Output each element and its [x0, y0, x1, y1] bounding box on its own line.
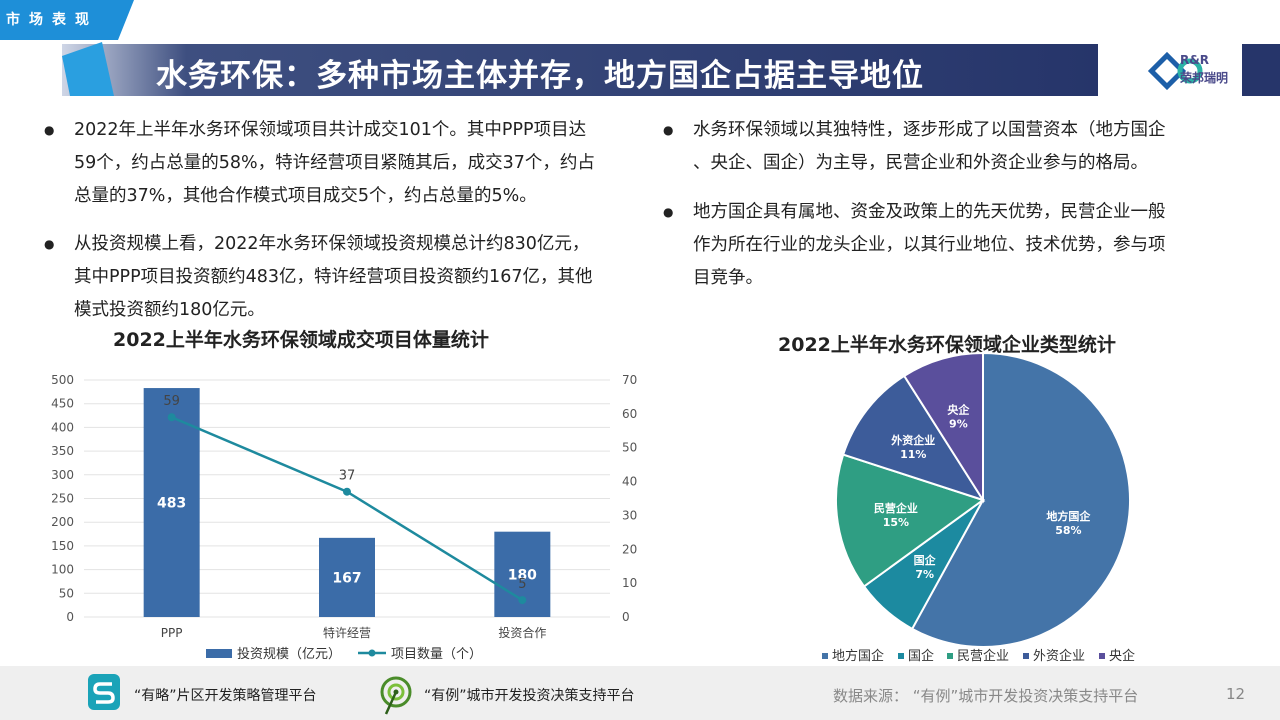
bullet-line: 作为所在行业的龙头企业，以其行业地位、技术优势，参与项	[693, 235, 1166, 255]
y-right-tick-label: 50	[622, 441, 637, 455]
section-tag-shape	[0, 0, 134, 40]
title-bar-end	[1242, 44, 1280, 96]
youli-platform-icon	[380, 676, 412, 715]
y-left-tick-label: 0	[66, 610, 74, 624]
bullet-line: 从投资规模上看，2022年水务环保领域投资规模总计约830亿元，	[74, 234, 590, 254]
pie-slice-label: 地方国企	[1046, 509, 1091, 523]
legend-label: 国企	[908, 648, 934, 664]
bullet-line: 2022年上半年水务环保领域项目共计成交101个。其中PPP项目达	[74, 120, 587, 140]
legend-swatch-bar	[206, 649, 232, 658]
pie-slice-label: 民营企业	[874, 501, 918, 515]
legend-swatch-point	[368, 649, 376, 657]
right-bullet-1: ● 水务环保领域以其独特性，逐步形成了以国营资本（地方国企 、央企、国企）为主导…	[663, 114, 1233, 180]
line-point	[343, 487, 351, 496]
y-left-tick-label: 500	[51, 373, 74, 387]
section-tag: 市场表现	[6, 12, 98, 28]
bullet-line: 水务环保领域以其独特性，逐步形成了以国营资本（地方国企	[693, 120, 1166, 140]
legend-swatch	[898, 653, 904, 659]
legend-swatch	[822, 653, 828, 659]
bullet-dot-icon: ●	[44, 237, 55, 251]
bullet-dot-icon: ●	[663, 205, 674, 219]
pie-slice-percent: 58%	[1055, 524, 1081, 537]
bullet-line: 模式投资额约180亿元。	[74, 300, 265, 320]
legend-swatch	[947, 653, 953, 659]
combo-chart: 0 50 100 150 200 250 300 350 400 450 500 0 10 20 30 40 5…	[51, 373, 637, 662]
bullet-line: 其中PPP项目投资额约483亿，特许经营项目投资额约167亿，其他	[74, 267, 593, 287]
title-bar-accent	[62, 42, 114, 96]
line-point	[167, 413, 176, 422]
x-tick-label: 投资合作	[498, 625, 546, 640]
y-right-tick-label: 70	[622, 373, 637, 387]
bullet-dot-icon: ●	[663, 123, 674, 137]
bullet-line: 目竞争。	[693, 268, 763, 288]
legend-swatch	[1023, 653, 1029, 659]
footer-platform-1[interactable]: “有略”片区开发策略管理平台	[134, 688, 317, 704]
legend-label: 项目数量（个）	[391, 647, 482, 662]
y-left-tick-label: 400	[51, 420, 74, 434]
title-bar	[62, 44, 1098, 96]
x-tick-label: 特许经营	[323, 625, 371, 640]
bar-chart-title: 2022上半年水务环保领域成交项目体量统计	[113, 329, 489, 351]
y-left-tick-label: 300	[51, 468, 74, 482]
pie-chart-title: 2022上半年水务环保领域企业类型统计	[778, 334, 1116, 356]
left-bullet-2: ● 从投资规模上看，2022年水务环保领域投资规模总计约830亿元， 其中PPP…	[44, 228, 644, 327]
pie-slice	[835, 453, 986, 588]
y-left-tick-label: 350	[51, 444, 74, 458]
pie-chart: 地方国企58%国企7%民营企业15%外资企业11%央企9%地方国企 国企 民营企业外…	[822, 351, 1135, 664]
legend-label: 投资规模（亿元）	[237, 646, 341, 662]
legend-label: 外资企业	[1033, 648, 1085, 664]
bullet-line: 总量的37%，其他合作模式项目成交5个，约占总量的5%。	[74, 186, 537, 206]
pie-slice	[841, 374, 986, 502]
footer-platform-2[interactable]: “有例”城市开发投资决策支持平台	[424, 688, 635, 704]
data-source: 数据来源： “有例”城市开发投资决策支持平台	[833, 687, 1139, 705]
y-right-tick-label: 30	[622, 508, 637, 522]
bar-data-label: 167	[332, 570, 361, 586]
pie-slice-percent: 11%	[900, 448, 926, 461]
y-left-tick-label: 50	[59, 586, 74, 600]
legend-swatch	[1099, 653, 1105, 659]
logo-text-cn: 荣邦瑞明	[1180, 71, 1229, 85]
y-left-tick-label: 100	[51, 563, 74, 577]
pie-slice-label: 央企	[947, 402, 970, 416]
pie-slice-percent: 7%	[915, 568, 934, 581]
line-data-label: 59	[163, 394, 180, 409]
right-bullet-2: ● 地方国企具有属地、资金及政策上的先天优势，民营企业一般 作为所在行业的龙头企…	[663, 196, 1233, 295]
pie-slice	[910, 351, 1131, 648]
bullet-line: 地方国企具有属地、资金及政策上的先天优势，民营企业一般	[693, 202, 1166, 222]
x-tick-label: PPP	[161, 626, 183, 640]
bullet-line: 59个，约占总量的58%，特许经营项目紧随其后，成交37个，约占	[74, 153, 595, 173]
youlue-platform-icon	[88, 674, 120, 710]
page-number: 12	[1226, 685, 1246, 703]
line-data-label: 37	[339, 469, 356, 484]
bullet-dot-icon: ●	[44, 123, 55, 137]
legend-label: 央企	[1109, 648, 1135, 664]
y-left-tick-label: 200	[51, 515, 74, 529]
line-point	[518, 596, 527, 605]
pie-slice	[902, 351, 984, 504]
bar-data-label: 483	[157, 496, 186, 512]
company-logo-icon	[1147, 51, 1203, 90]
pie-slice-label: 国企	[914, 553, 937, 567]
legend-label: 地方国企	[832, 648, 884, 664]
bullet-line: 、央企、国企）为主导，民营企业和外资企业参与的格局。	[693, 153, 1148, 173]
left-bullet-1: ● 2022年上半年水务环保领域项目共计成交101个。其中PPP项目达 59个，…	[44, 114, 644, 213]
y-right-tick-label: 10	[622, 576, 637, 590]
page-title: 水务环保：多种市场主体并存，地方国企占据主导地位	[156, 58, 924, 94]
bar	[319, 537, 375, 617]
y-left-tick-label: 250	[51, 492, 74, 506]
pie-slice-label: 外资企业	[890, 433, 935, 447]
y-left-tick-label: 150	[51, 539, 74, 553]
pie-slice-percent: 9%	[949, 417, 968, 430]
y-right-tick-label: 60	[622, 407, 637, 421]
legend-label: 民营企业	[957, 648, 1009, 664]
line-data-label: 5	[518, 577, 526, 592]
footer-bar	[0, 666, 1280, 720]
y-right-tick-label: 40	[622, 475, 637, 489]
logo-text-rr: R&R	[1180, 53, 1209, 67]
y-right-tick-label: 0	[622, 610, 630, 624]
pie-slice-percent: 15%	[883, 516, 909, 529]
y-left-tick-label: 450	[51, 397, 74, 411]
y-right-tick-label: 20	[622, 542, 637, 556]
bar-data-label: 180	[508, 567, 537, 583]
